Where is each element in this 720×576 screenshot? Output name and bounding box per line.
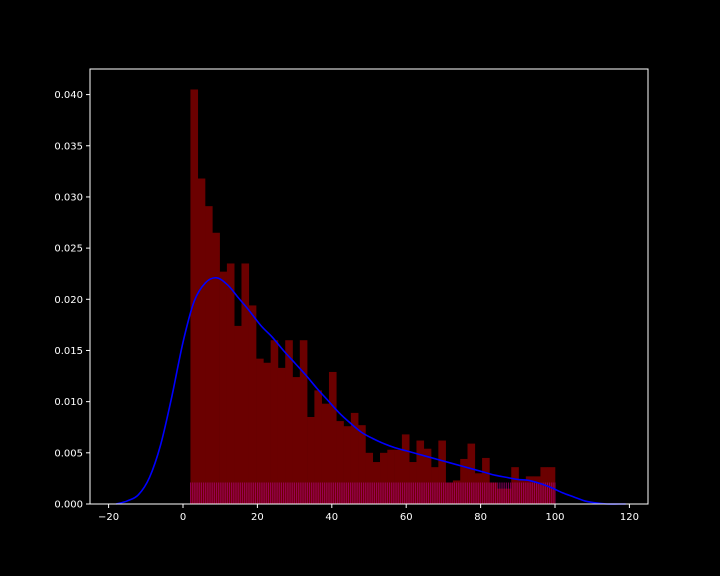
histogram-bar xyxy=(328,371,337,504)
x-tick-label: 40 xyxy=(325,512,338,523)
histogram-bar xyxy=(307,417,315,504)
x-tick-label: 60 xyxy=(400,512,413,523)
histogram-bar xyxy=(438,440,446,504)
histogram-bar xyxy=(525,476,534,504)
histogram-bar xyxy=(358,425,366,504)
y-tick-label: 0.005 xyxy=(54,448,83,459)
histogram-bar xyxy=(380,452,388,504)
histogram-bars xyxy=(190,89,556,505)
histogram-bar xyxy=(511,467,519,504)
kde-line xyxy=(115,276,626,505)
y-tick-label: 0.035 xyxy=(54,141,83,152)
histogram-bar xyxy=(489,482,497,504)
histogram-bar xyxy=(285,340,293,504)
histogram-bar xyxy=(336,421,344,504)
x-axis-ticks: −20 0 20 40 60 80 100 120 xyxy=(98,504,639,523)
histogram-bar xyxy=(212,232,220,504)
histogram-bar xyxy=(314,390,322,504)
histogram-bar xyxy=(467,443,476,504)
y-tick-label: 0.040 xyxy=(54,90,83,101)
histogram-bar xyxy=(416,440,425,504)
histogram-bar xyxy=(292,377,301,504)
y-tick-label: 0.025 xyxy=(54,244,83,255)
axes-frame xyxy=(89,68,649,505)
histogram-bar xyxy=(197,178,206,505)
histogram-bar xyxy=(460,458,468,504)
histogram-bar xyxy=(205,206,213,504)
x-tick-label: 100 xyxy=(545,512,564,523)
histogram-bar xyxy=(263,362,271,504)
y-tick-label: 0.010 xyxy=(54,397,83,408)
x-tick-label: 20 xyxy=(251,512,264,523)
histogram-bar xyxy=(431,467,439,504)
y-tick-label: 0.000 xyxy=(54,500,83,511)
y-tick-label: 0.015 xyxy=(54,346,83,357)
histogram-bar xyxy=(343,426,352,504)
rug-marks xyxy=(190,482,556,504)
histogram-bar xyxy=(533,476,541,504)
histogram-bar xyxy=(226,263,235,504)
y-axis-ticks: 0.000 0.005 0.010 0.015 0.020 0.025 0.030 0.035… xyxy=(54,90,90,511)
histogram-bar xyxy=(241,263,250,504)
histogram-bar xyxy=(256,358,264,504)
histogram-bar xyxy=(234,325,242,504)
histogram-bar xyxy=(401,434,410,504)
histogram-bar xyxy=(423,448,432,504)
histogram-bar xyxy=(270,340,279,504)
histogram-bar xyxy=(365,452,374,504)
x-tick-label: −20 xyxy=(98,512,119,523)
histogram-bar xyxy=(219,271,228,504)
histogram-bar xyxy=(387,449,395,504)
x-tick-label: 0 xyxy=(180,512,186,523)
histogram-bar xyxy=(248,305,257,504)
histogram-bar xyxy=(482,457,490,504)
x-tick-label: 80 xyxy=(474,512,487,523)
histogram-bar xyxy=(277,367,286,504)
histogram-bar xyxy=(518,479,527,504)
histogram-bar xyxy=(409,462,417,504)
histogram-bar xyxy=(496,488,505,504)
histogram-bar xyxy=(503,488,512,504)
histogram-bar xyxy=(445,482,454,504)
x-tick-label: 120 xyxy=(620,512,639,523)
histogram-bar xyxy=(350,412,359,504)
histogram-bar xyxy=(190,89,199,505)
kde-curve-group xyxy=(115,276,626,505)
y-tick-label: 0.020 xyxy=(54,295,83,306)
y-tick-label: 0.030 xyxy=(54,192,83,203)
histogram-bar xyxy=(299,340,308,504)
histogram-bar xyxy=(321,403,330,504)
histogram-bar xyxy=(394,449,403,504)
